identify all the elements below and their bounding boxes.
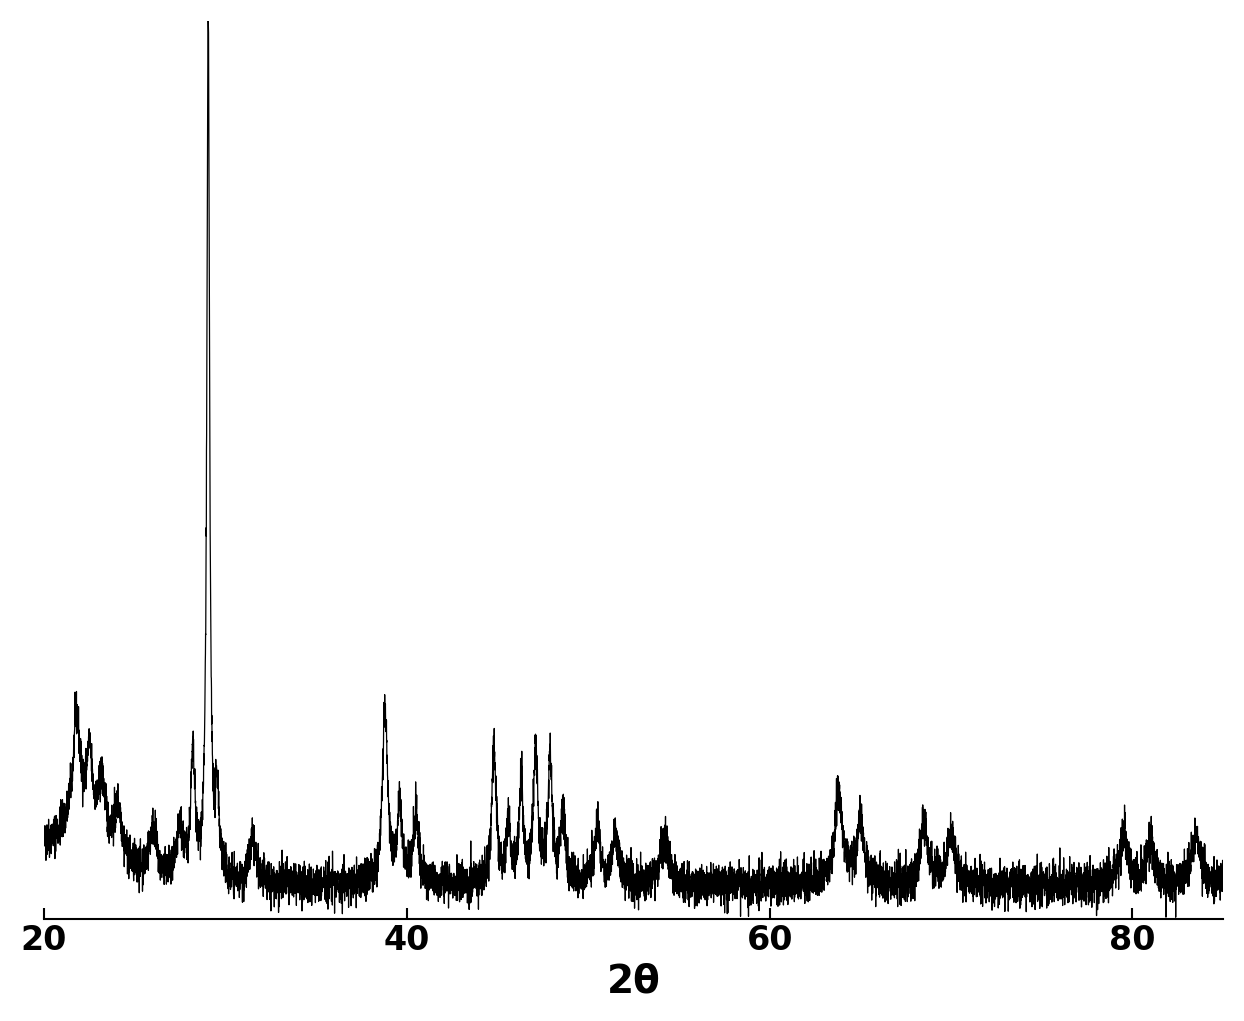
X-axis label: 2θ: 2θ — [607, 962, 661, 1001]
